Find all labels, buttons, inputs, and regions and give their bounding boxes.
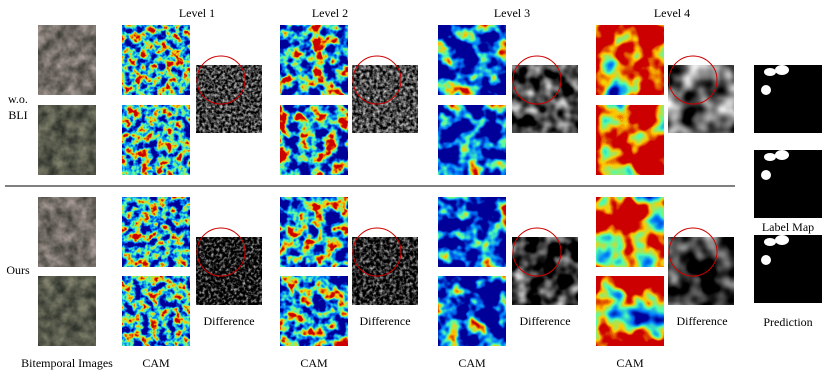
cam-caption: CAM xyxy=(458,356,486,370)
cam-map xyxy=(596,105,664,175)
label-map xyxy=(754,150,822,218)
cam-map xyxy=(438,105,506,175)
cam-map xyxy=(438,25,506,95)
prediction-map xyxy=(754,65,822,133)
difference-caption: Difference xyxy=(359,314,410,328)
aerial-image xyxy=(38,197,96,267)
highlight-circle xyxy=(512,227,562,277)
cam-map xyxy=(280,197,348,267)
difference-caption: Difference xyxy=(519,314,570,328)
change-blob xyxy=(764,153,776,161)
cam-map xyxy=(280,25,348,95)
cam-map xyxy=(596,25,664,95)
change-blob xyxy=(761,170,771,180)
label-map-caption: Label Map xyxy=(762,220,814,234)
cam-map xyxy=(122,197,190,267)
cam-caption: CAM xyxy=(142,356,170,370)
change-blob xyxy=(764,238,776,246)
cam-map xyxy=(596,276,664,346)
cam-map xyxy=(596,197,664,267)
image-panels xyxy=(38,25,822,346)
level-title: Level 1 xyxy=(179,6,215,20)
highlight-circle xyxy=(352,227,402,277)
cam-map xyxy=(122,25,190,95)
aerial-image xyxy=(38,276,96,346)
aerial-image xyxy=(38,105,96,175)
prediction-map xyxy=(754,235,822,303)
level-title: Level 2 xyxy=(312,6,348,20)
cam-map xyxy=(280,105,348,175)
bitemporal-caption: Bitemporal Images xyxy=(21,356,113,370)
cam-map xyxy=(122,276,190,346)
row-label: BLI xyxy=(8,108,27,122)
difference-caption: Difference xyxy=(676,314,727,328)
highlight-circle xyxy=(668,227,718,277)
change-blob xyxy=(775,65,789,75)
cam-caption: CAM xyxy=(300,356,328,370)
change-blob xyxy=(761,85,771,95)
difference-caption: Difference xyxy=(203,314,254,328)
row-label: w.o. xyxy=(8,92,28,106)
change-blob xyxy=(761,255,771,265)
prediction-caption: Prediction xyxy=(763,315,812,329)
cam-map xyxy=(438,276,506,346)
cam-map xyxy=(122,105,190,175)
highlight-circle xyxy=(512,55,562,105)
level-title: Level 3 xyxy=(494,6,530,20)
change-blob xyxy=(775,150,789,160)
cam-map xyxy=(438,197,506,267)
highlight-circle xyxy=(668,55,718,105)
change-blob xyxy=(764,68,776,76)
row-label: Ours xyxy=(6,263,30,277)
change-blob xyxy=(775,235,789,245)
level-title: Level 4 xyxy=(654,6,690,20)
cam-caption: CAM xyxy=(616,356,644,370)
highlight-circle xyxy=(196,55,246,105)
highlight-circle xyxy=(352,55,402,105)
highlight-circle xyxy=(196,227,246,277)
cam-map xyxy=(280,276,348,346)
aerial-image xyxy=(38,25,96,95)
